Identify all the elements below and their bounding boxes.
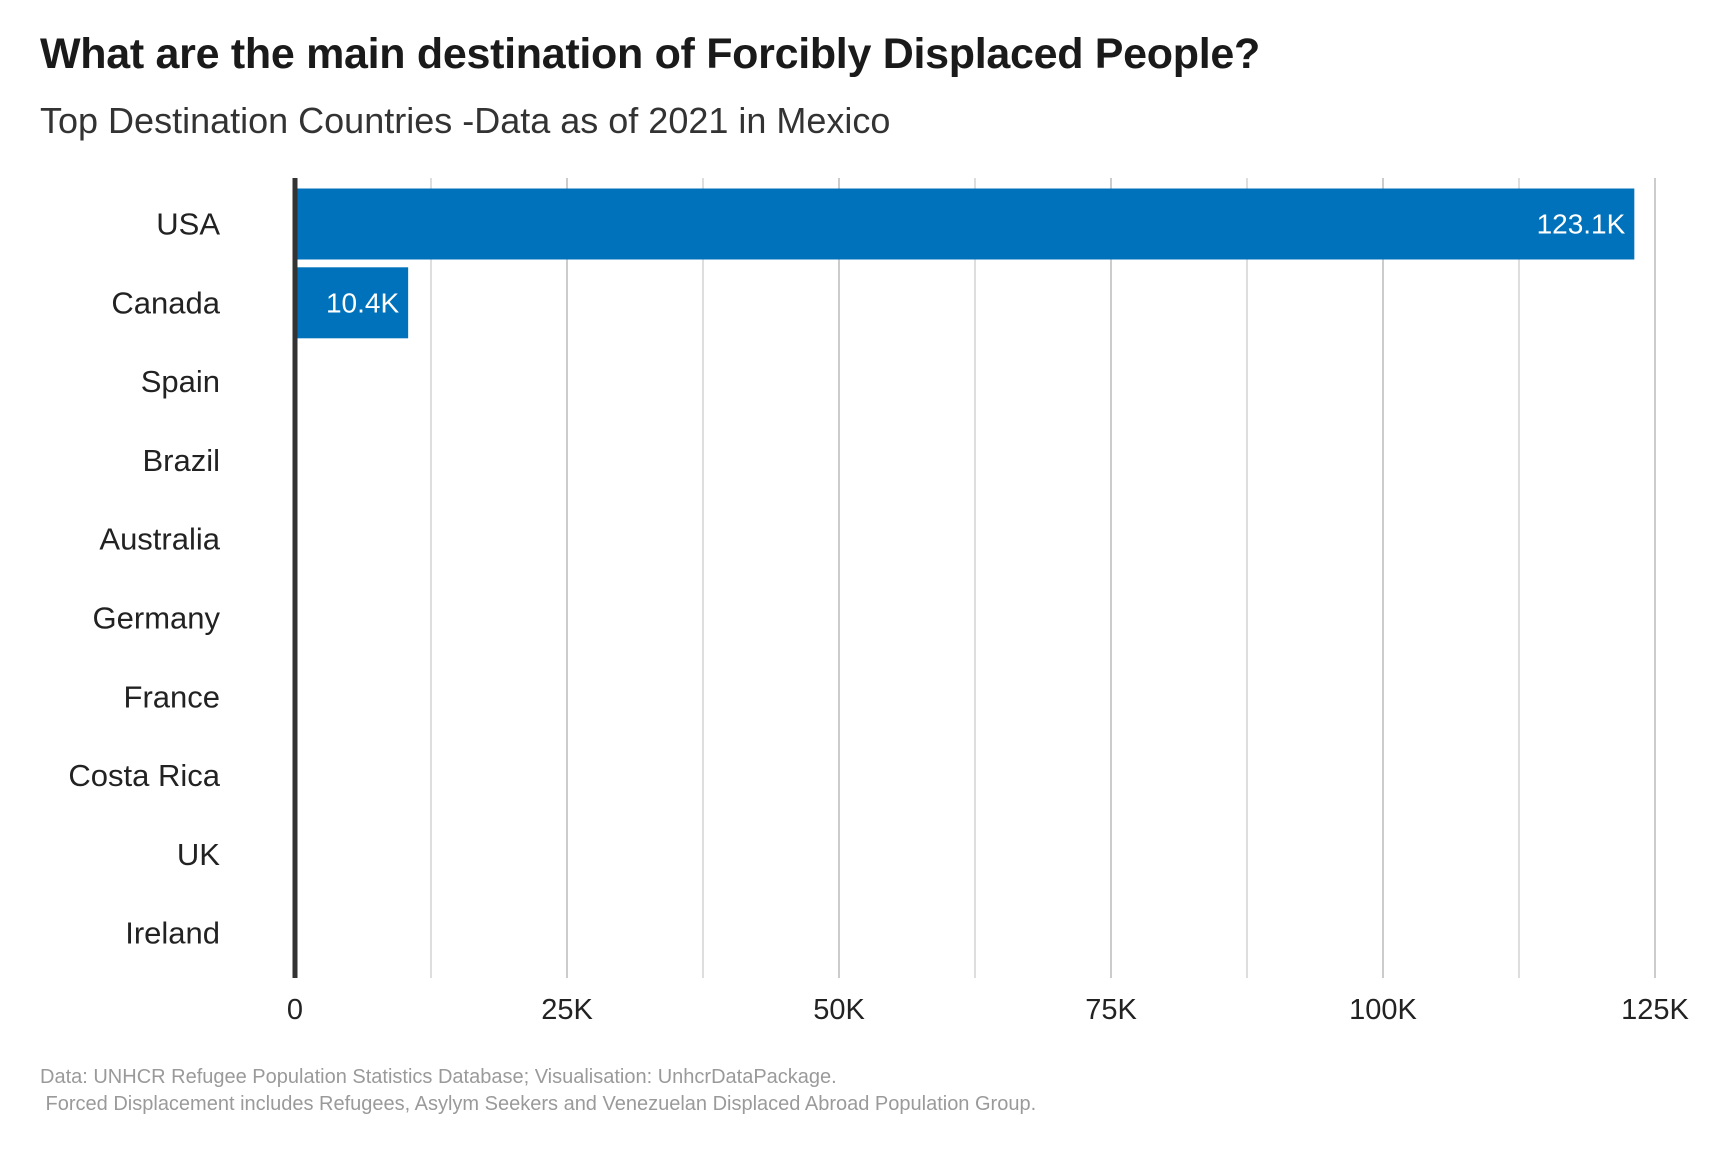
x-tick-label: 25K xyxy=(541,994,593,1026)
y-tick-label: UK xyxy=(177,837,220,872)
x-tick-label: 0 xyxy=(287,994,303,1026)
caption-line-2: Forced Displacement includes Refugees, A… xyxy=(40,1093,1037,1115)
y-tick-label: Ireland xyxy=(125,916,220,951)
labels: USA 123.1K Canada 10.4K Spain Brazil Australia… xyxy=(68,207,1689,1027)
chart-title: What are the main destination of Forcibl… xyxy=(40,30,1260,78)
y-tick-label: Australia xyxy=(99,522,220,557)
y-tick-label: Germany xyxy=(93,601,221,636)
bar xyxy=(295,188,1635,260)
gridlines xyxy=(430,178,1656,978)
data-label: 10.4K xyxy=(326,287,399,318)
y-tick-label: USA xyxy=(156,207,220,242)
y-tick-label: Costa Rica xyxy=(68,758,220,793)
y-tick-label: France xyxy=(124,679,220,714)
caption-line-1: Data: UNHCR Refugee Population Statistic… xyxy=(40,1066,837,1088)
y-tick-label: Spain xyxy=(141,364,220,399)
bar xyxy=(295,267,409,339)
x-tick-label: 50K xyxy=(813,994,865,1026)
y-tick-label: Canada xyxy=(111,285,220,320)
y-tick-label: Brazil xyxy=(142,443,220,478)
data-label: 123.1K xyxy=(1537,209,1626,240)
bars xyxy=(295,188,1635,339)
chart-subtitle: Top Destination Countries -Data as of 20… xyxy=(40,100,891,141)
caption: Data: UNHCR Refugee Population Statistic… xyxy=(40,1064,1036,1118)
x-tick-label: 100K xyxy=(1349,994,1417,1026)
x-tick-label: 75K xyxy=(1085,994,1137,1026)
x-tick-label: 125K xyxy=(1621,994,1689,1026)
